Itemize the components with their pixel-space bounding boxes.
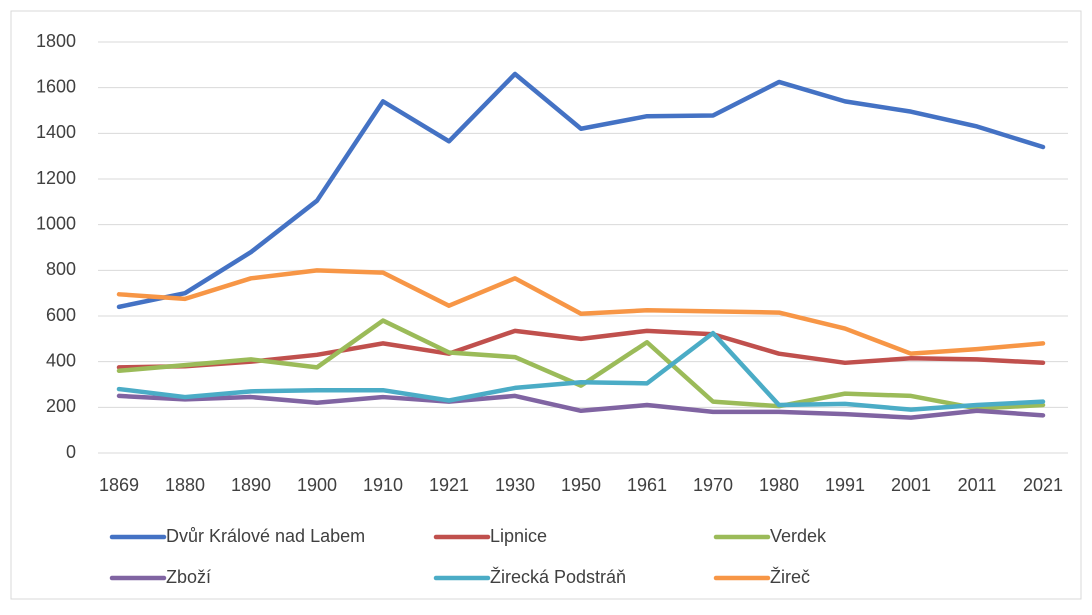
- y-tick-label: 600: [46, 305, 76, 325]
- y-tick-label: 400: [46, 350, 76, 370]
- y-tick-label: 1600: [36, 76, 76, 96]
- x-tick-label: 1961: [627, 475, 667, 495]
- y-tick-label: 1800: [36, 31, 76, 51]
- x-tick-label: 1950: [561, 475, 601, 495]
- legend-label: Zboží: [166, 567, 211, 587]
- x-tick-label: 1991: [825, 475, 865, 495]
- x-tick-label: 1970: [693, 475, 733, 495]
- series-line: [116, 328, 1046, 370]
- y-tick-label: 1400: [36, 122, 76, 142]
- x-tick-label: 1900: [297, 475, 337, 495]
- legend-label: Dvůr Králové nad Labem: [166, 526, 365, 546]
- y-tick-label: 1000: [36, 213, 76, 233]
- x-tick-label: 2021: [1023, 475, 1063, 495]
- series-line: [116, 268, 1046, 356]
- legend-label: Žireč: [770, 567, 810, 587]
- legend-label: Žirecká Podstráň: [490, 567, 626, 587]
- series-line: [116, 71, 1046, 310]
- legend-label: Verdek: [770, 526, 827, 546]
- x-tick-label: 1980: [759, 475, 799, 495]
- y-tick-label: 200: [46, 396, 76, 416]
- y-tick-label: 1200: [36, 168, 76, 188]
- x-tick-label: 1910: [363, 475, 403, 495]
- x-tick-label: 1921: [429, 475, 469, 495]
- y-tick-label: 800: [46, 259, 76, 279]
- x-tick-label: 2011: [958, 475, 997, 495]
- x-tick-label: 1930: [495, 475, 535, 495]
- legend-label: Lipnice: [490, 526, 547, 546]
- series-line: [116, 318, 1046, 411]
- x-tick-label: 2001: [891, 475, 931, 495]
- series-line: [116, 393, 1046, 420]
- x-tick-label: 1880: [165, 475, 205, 495]
- x-tick-label: 1890: [231, 475, 271, 495]
- x-tick-label: 1869: [99, 475, 139, 495]
- series-line: [116, 330, 1046, 412]
- y-tick-label: 0: [66, 442, 76, 462]
